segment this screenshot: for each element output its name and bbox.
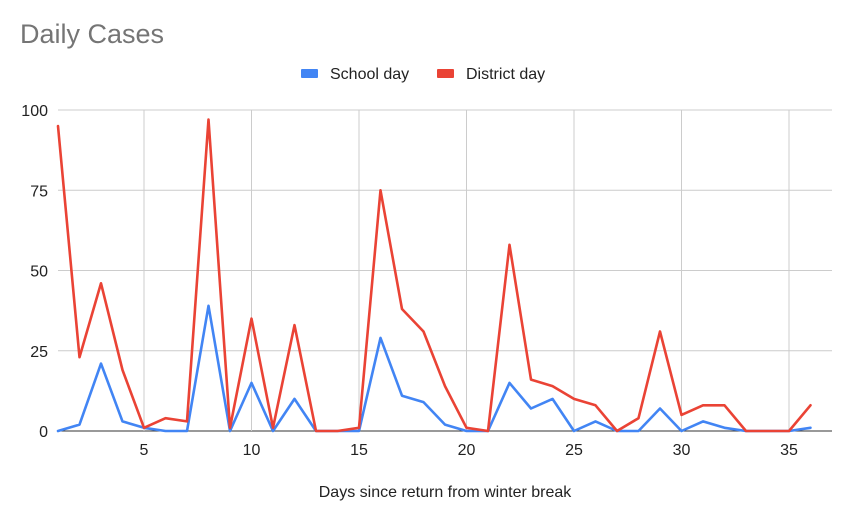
x-tick-label: 35 — [780, 442, 798, 459]
x-tick-label: 5 — [140, 442, 149, 459]
legend-label-district-day: District day — [466, 66, 545, 83]
series-lines — [56, 118, 812, 433]
y-tick-label: 50 — [30, 264, 48, 281]
gridlines — [58, 109, 832, 432]
series-line-district-day — [56, 118, 812, 433]
y-tick-label: 25 — [30, 344, 48, 361]
legend-label-school-day: School day — [330, 66, 409, 83]
legend-item-district-day: District day — [437, 66, 545, 83]
y-tick-label: 0 — [39, 424, 48, 441]
x-tick-label: 10 — [243, 442, 261, 459]
legend-item-school-day: School day — [301, 66, 409, 83]
y-axis-tick-labels: 0 25 50 75 100 — [21, 103, 48, 441]
legend-swatch-school-day — [301, 69, 318, 78]
series-line-school-day — [56, 304, 812, 433]
chart-title: Daily Cases — [20, 19, 164, 49]
x-tick-label: 15 — [350, 442, 368, 459]
x-tick-label: 20 — [458, 442, 476, 459]
x-tick-label: 25 — [565, 442, 583, 459]
y-tick-label: 75 — [30, 183, 48, 200]
y-tick-label: 100 — [21, 103, 48, 120]
x-tick-label: 30 — [673, 442, 691, 459]
legend: School day District day — [301, 66, 545, 83]
x-axis-tick-labels: 5 10 15 20 25 30 35 — [140, 442, 798, 459]
x-axis-label: Days since return from winter break — [319, 484, 573, 501]
legend-swatch-district-day — [437, 69, 454, 78]
